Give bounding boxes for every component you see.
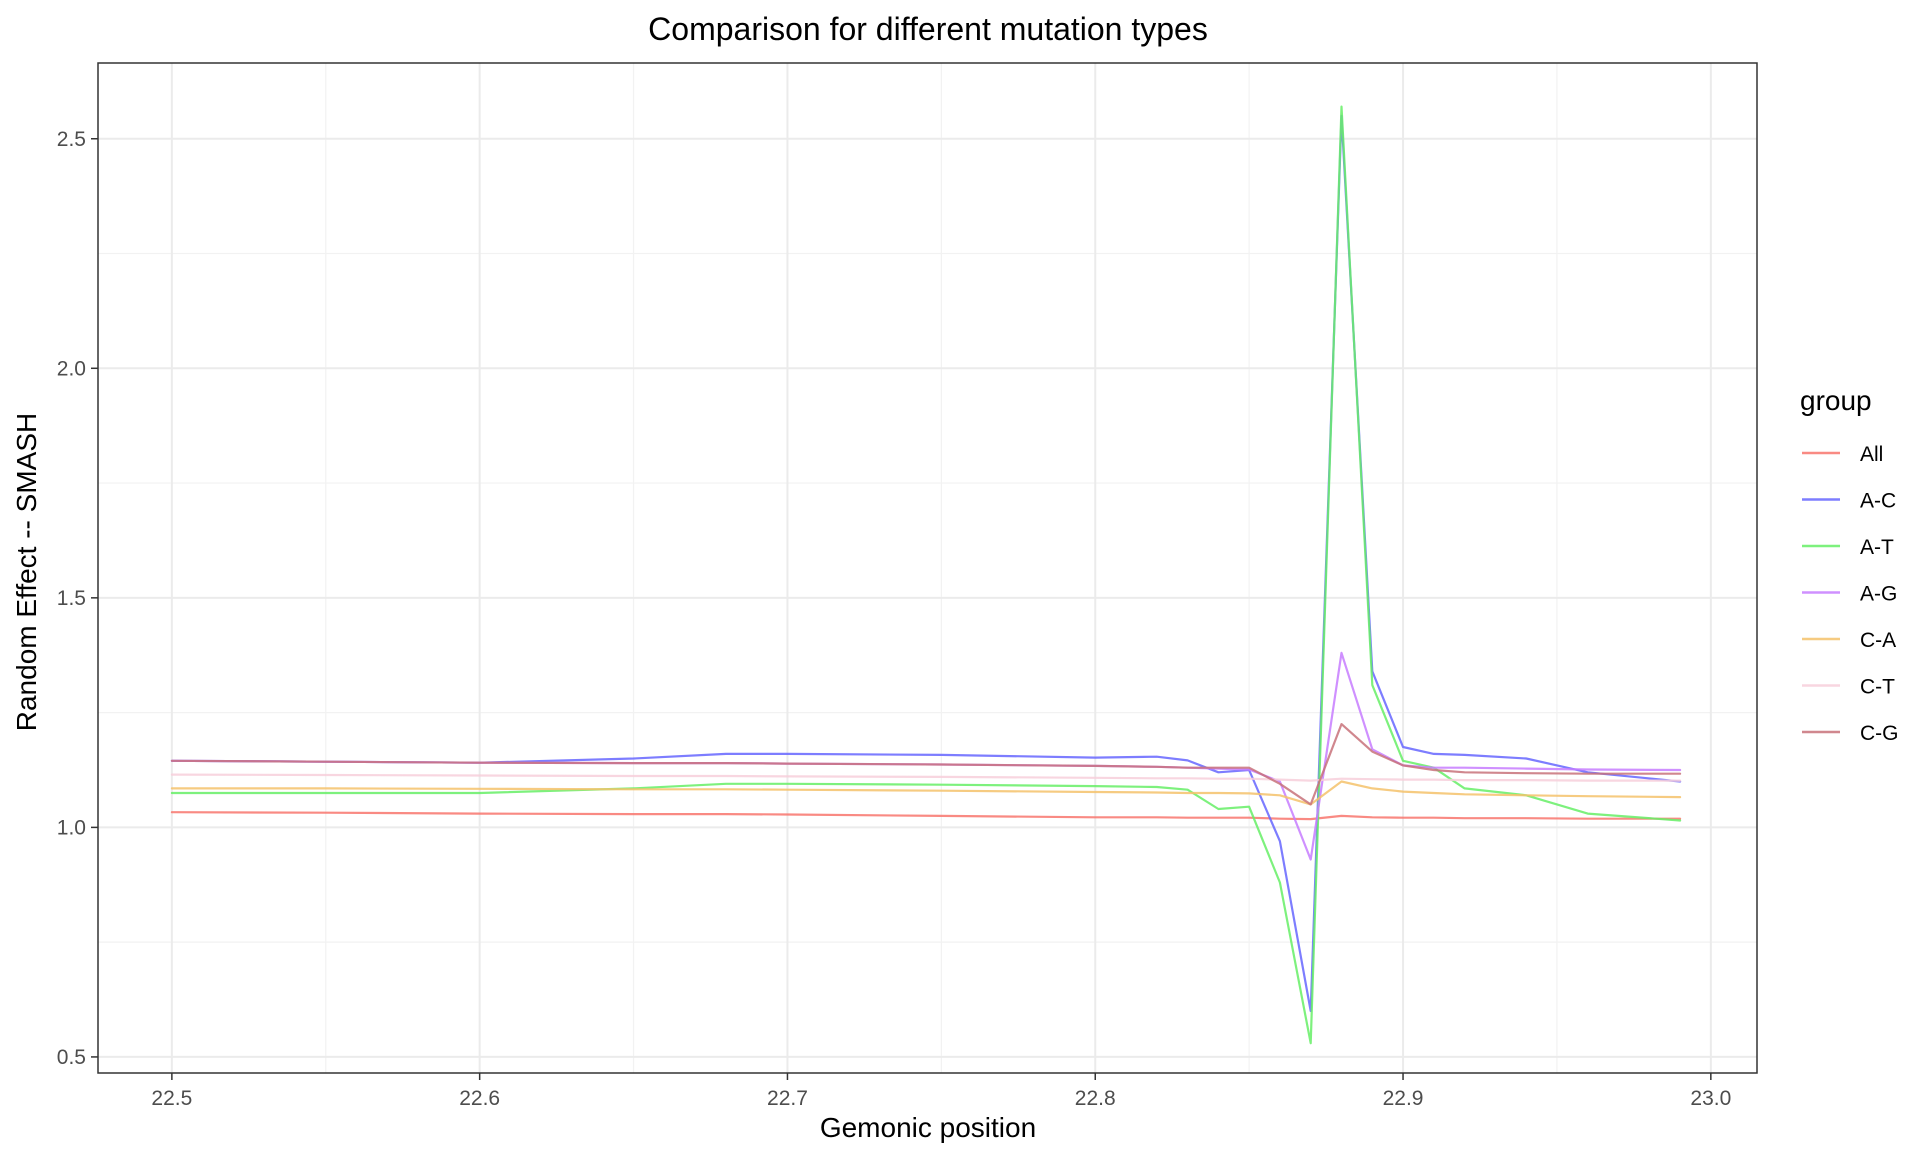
legend-item-a-g: A-G bbox=[1802, 583, 1897, 606]
legend-item-c-g: C-G bbox=[1802, 722, 1899, 745]
series-lines bbox=[170, 105, 1682, 1045]
y-axis-title: Random Effect -- SMASH bbox=[11, 413, 42, 731]
series-line-c-g bbox=[170, 722, 1682, 806]
legend-item-c-a: C-A bbox=[1802, 629, 1896, 652]
x-tick-label: 22.9 bbox=[1383, 1087, 1424, 1110]
legend-label: All bbox=[1860, 443, 1883, 466]
legend-item-all: All bbox=[1802, 443, 1883, 466]
y-tick-label: 1.0 bbox=[57, 816, 86, 839]
legend-label: A-G bbox=[1860, 583, 1897, 606]
x-tick-label: 22.6 bbox=[459, 1087, 500, 1110]
legend-label: A-C bbox=[1860, 490, 1896, 513]
x-tick-label: 22.5 bbox=[151, 1087, 192, 1110]
legend-items: All A-C A-T A-G C-A C-T C-G bbox=[1802, 443, 1899, 745]
series-line-c-t bbox=[170, 773, 1682, 782]
x-tick-label: 22.7 bbox=[767, 1087, 808, 1110]
axes: 22.5 22.6 22.7 22.8 22.9 23.0 0.5 1.0 1.5 2.0 2.5 bbox=[57, 128, 1731, 1110]
series-line-a-c bbox=[170, 114, 1682, 1013]
y-tick-label: 2.5 bbox=[57, 128, 86, 151]
series-line-all bbox=[170, 811, 1682, 821]
legend: group All A-C A-T A-G C-A C-T C-G bbox=[1800, 385, 1899, 745]
series-line-c-a bbox=[170, 780, 1682, 806]
legend-label: A-T bbox=[1860, 536, 1894, 559]
x-tick-label: 22.8 bbox=[1075, 1087, 1116, 1110]
chart-title: Comparison for different mutation types bbox=[648, 11, 1208, 47]
grid bbox=[98, 63, 1757, 1073]
legend-label: C-T bbox=[1860, 676, 1895, 699]
y-tick-label: 1.5 bbox=[57, 587, 86, 610]
x-tick-label: 23.0 bbox=[1690, 1087, 1731, 1110]
plot-panel-border bbox=[97, 62, 1758, 1074]
legend-item-a-t: A-T bbox=[1802, 536, 1894, 559]
y-tick-label: 2.0 bbox=[57, 357, 86, 380]
legend-item-a-c: A-C bbox=[1802, 490, 1896, 513]
legend-label: C-G bbox=[1860, 722, 1899, 745]
y-tick-label: 0.5 bbox=[57, 1046, 86, 1069]
x-axis-title: Gemonic position bbox=[820, 1112, 1036, 1143]
series-line-a-t bbox=[170, 105, 1682, 1045]
series-line-a-g bbox=[170, 651, 1682, 861]
legend-title: group bbox=[1800, 385, 1872, 416]
legend-label: C-A bbox=[1860, 629, 1896, 652]
legend-item-c-t: C-T bbox=[1802, 676, 1895, 699]
